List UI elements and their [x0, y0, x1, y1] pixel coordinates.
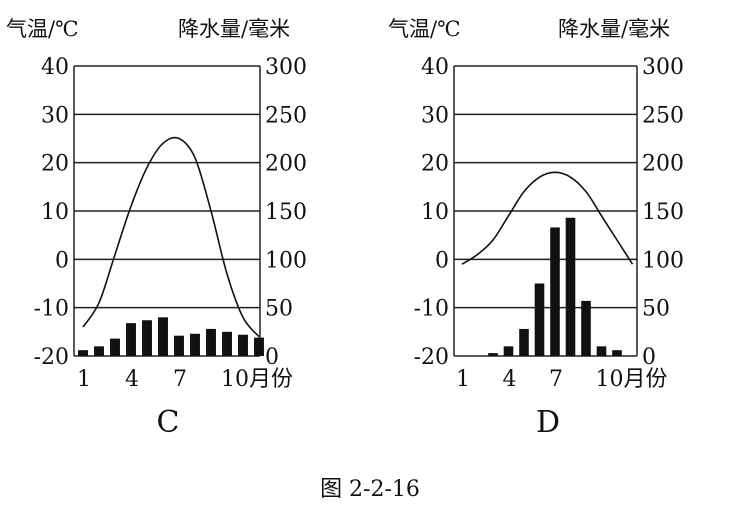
temp-tick-label: -10	[414, 297, 449, 322]
month-tick-label: 4	[125, 367, 139, 392]
precip-tick-label: 300	[642, 55, 684, 80]
figure-caption: 图 2-2-16	[320, 477, 420, 502]
precip-tick-label: 100	[642, 248, 684, 273]
temp-tick-label: -20	[414, 345, 449, 370]
precip-axis-label: 降水量/毫米	[178, 17, 290, 41]
temperature-curve	[461, 171, 634, 265]
precip-tick-label: 300	[265, 55, 307, 80]
temp-axis-label: 气温/℃	[6, 17, 79, 41]
precip-tick-label: 50	[642, 297, 670, 322]
precip-bar-month-9	[581, 300, 591, 356]
precip-bar-month-10	[222, 331, 232, 356]
precip-bar-month-6	[158, 317, 168, 356]
precip-bar-month-3	[488, 353, 498, 356]
temp-tick-label: 20	[421, 152, 449, 177]
precip-bar-month-11	[238, 334, 248, 356]
precip-tick-label: 50	[265, 297, 293, 322]
month-tick-label: 4	[503, 367, 517, 392]
precip-bar-month-1	[78, 350, 88, 356]
temp-tick-label: 10	[421, 200, 449, 225]
precip-bar-month-8	[190, 333, 200, 356]
temp-tick-label: 0	[435, 248, 449, 273]
precip-tick-label: 150	[642, 200, 684, 225]
precip-bar-month-10	[596, 346, 607, 356]
precip-axis-label: 降水量/毫米	[558, 17, 670, 41]
chart-title: D	[536, 405, 560, 440]
temp-axis-label: 气温/℃	[388, 17, 461, 41]
precip-tick-label: 0	[642, 345, 656, 370]
temp-tick-label: 40	[41, 55, 69, 80]
month-tick-label: 1	[77, 367, 91, 392]
precip-tick-label: 250	[642, 103, 684, 128]
month-tick-label: 7	[549, 367, 563, 392]
precip-bar-month-7	[550, 227, 560, 356]
precip-bar-month-3	[110, 338, 120, 356]
temp-tick-label: 0	[55, 248, 69, 273]
month-tick-label: 10月份	[596, 367, 668, 392]
precip-tick-label: 100	[265, 248, 307, 273]
precip-bar-month-5	[142, 320, 152, 356]
precip-bar-month-5	[519, 328, 529, 356]
temp-tick-label: 30	[421, 103, 449, 128]
temp-tick-label: -10	[34, 297, 69, 322]
temp-tick-label: 10	[41, 200, 69, 225]
temp-tick-label: 40	[421, 55, 449, 80]
month-tick-label: 1	[456, 367, 470, 392]
precip-bar-month-6	[534, 283, 545, 356]
precip-bar-month-4	[126, 323, 136, 356]
precip-bar-month-2	[94, 346, 104, 356]
precip-tick-label: 150	[265, 200, 307, 225]
precip-bar-month-12	[254, 337, 264, 356]
month-tick-label: 10月份	[221, 367, 293, 392]
temperature-curve	[82, 136, 260, 338]
temp-tick-label: -20	[34, 345, 69, 370]
precip-tick-label: 200	[642, 152, 684, 177]
chart-title: C	[157, 405, 180, 440]
precip-tick-label: 0	[265, 345, 279, 370]
precip-tick-label: 200	[265, 152, 307, 177]
precip-tick-label: 250	[265, 103, 307, 128]
precip-bar-month-7	[174, 335, 184, 356]
temp-tick-label: 30	[41, 103, 69, 128]
precip-bar-month-8	[565, 217, 576, 356]
precip-bar-month-11	[612, 350, 622, 356]
precip-bar-month-9	[206, 328, 216, 356]
month-tick-label: 7	[173, 367, 187, 392]
precip-bar-month-4	[503, 346, 514, 356]
temp-tick-label: 20	[41, 152, 69, 177]
